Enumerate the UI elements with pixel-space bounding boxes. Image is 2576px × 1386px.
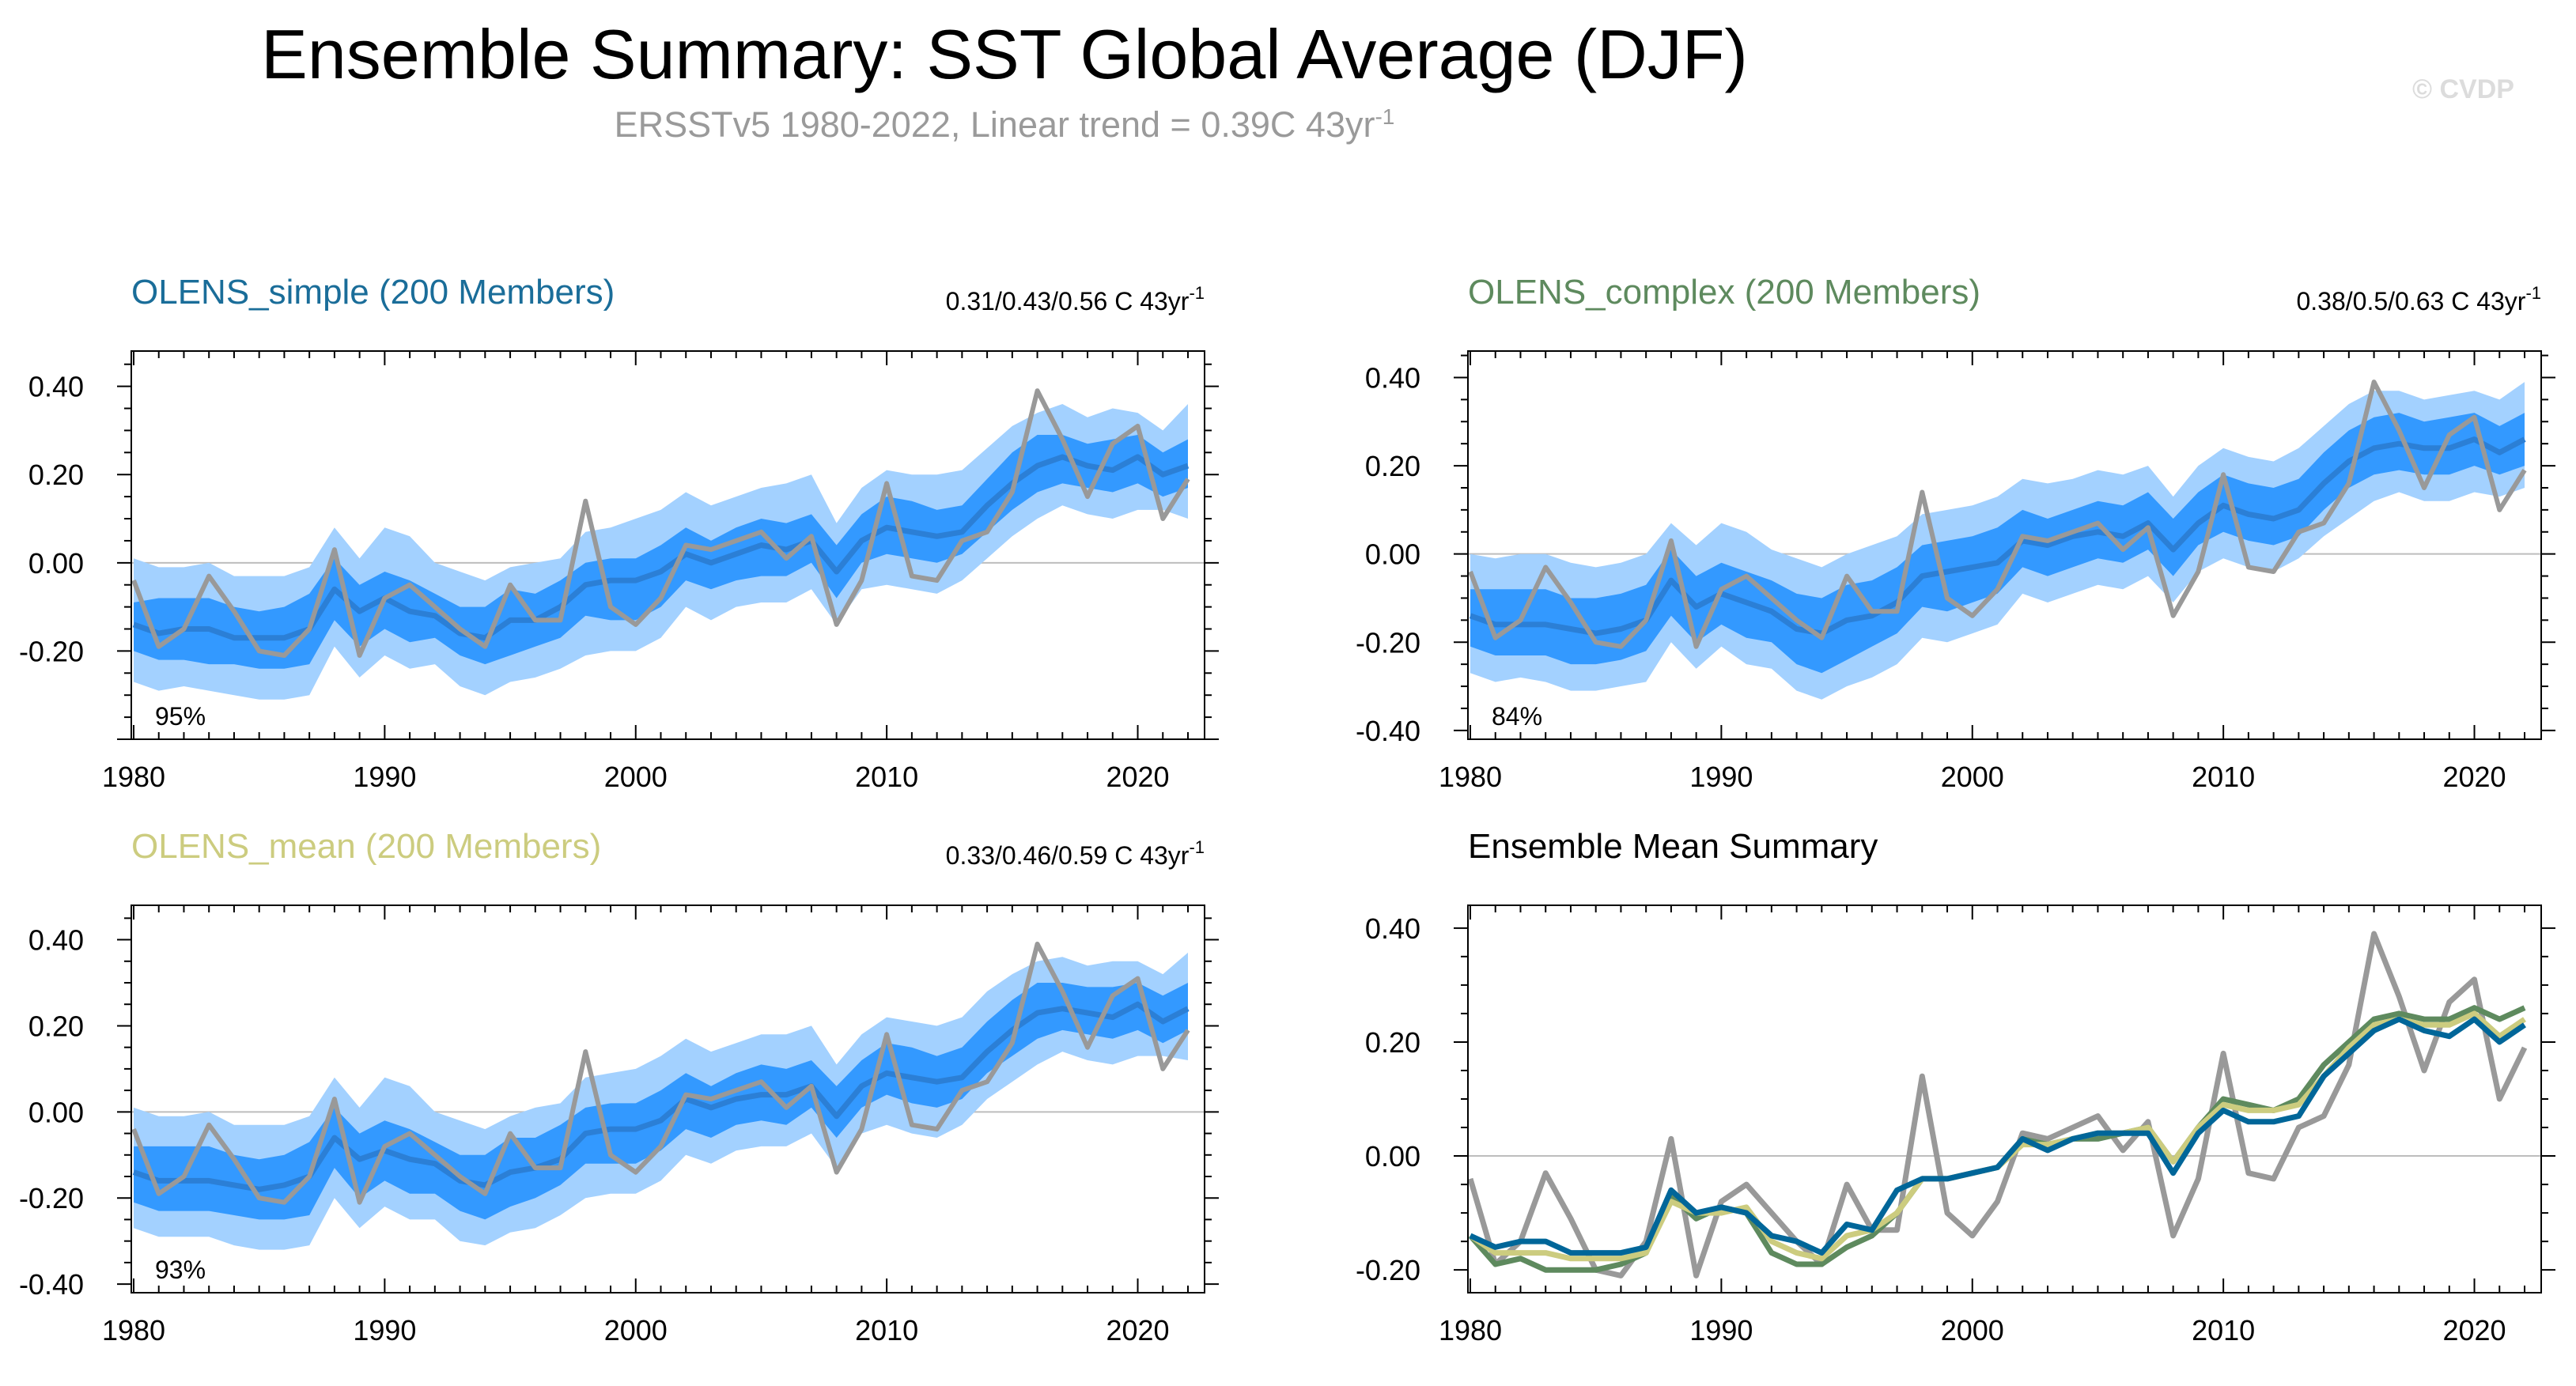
x-tick-label: 1980 <box>102 1314 165 1346</box>
trend-label: 0.38/0.5/0.63 C 43yr-1 <box>2296 283 2541 315</box>
x-tick-label: 2010 <box>2192 1314 2255 1346</box>
y-tick-label: 0.20 <box>28 1010 84 1042</box>
y-tick-label: -0.40 <box>1356 715 1420 747</box>
plot-frame <box>1467 350 2542 740</box>
trend-exponent: -1 <box>1189 283 1205 303</box>
x-tick-label: 1980 <box>1439 1314 1502 1346</box>
y-tick-label: -0.40 <box>19 1268 84 1301</box>
x-tick-label: 1990 <box>353 761 416 793</box>
olens-mean-line <box>1469 1010 2526 1262</box>
x-tick-label: 1990 <box>353 1314 416 1346</box>
y-tick-label: 0.20 <box>1365 450 1420 482</box>
y-tick-label: 0.00 <box>1365 1140 1420 1173</box>
x-tick-label: 2000 <box>1941 761 2004 793</box>
trend-label: 0.33/0.46/0.59 C 43yr-1 <box>946 837 1205 870</box>
y-tick-label: 0.40 <box>1365 912 1420 945</box>
olens-complex-line <box>1468 1005 2526 1273</box>
x-tick-label: 2020 <box>1106 761 1169 793</box>
spread-band-68 <box>134 435 1188 669</box>
spread-band-68 <box>1470 413 2525 674</box>
x-tick-label: 1980 <box>102 761 165 793</box>
panel-title: Ensemble Mean Summary <box>1468 827 1878 866</box>
y-tick-label: -0.20 <box>19 635 84 667</box>
trend-value: 0.31/0.43/0.56 C 43yr <box>946 287 1190 315</box>
figure-title: Ensemble Summary: SST Global Average (DJ… <box>261 15 1748 93</box>
x-tick-label: 2010 <box>2192 761 2255 793</box>
panel-olens-complex: OLENS_complex (200 Members) 0.38/0.5/0.63… <box>1356 273 2555 793</box>
observations-line <box>131 388 1190 658</box>
trend-exponent: -1 <box>2525 283 2541 303</box>
trend-value: 0.38/0.5/0.63 C 43yr <box>2296 287 2525 315</box>
x-tick-label: 2000 <box>604 1314 668 1346</box>
y-tick-label: 0.40 <box>1365 361 1420 394</box>
subtitle-text: ERSSTv5 1980-2022, Linear trend = 0.39C … <box>614 104 1375 145</box>
panel-title: OLENS_simple (200 Members) <box>131 273 615 312</box>
plot-frame <box>131 904 1205 1293</box>
plot-area <box>1468 380 2541 700</box>
x-tick-label: 1990 <box>1689 761 1753 793</box>
subtitle-exponent: -1 <box>1375 104 1395 129</box>
x-tick-label: 1990 <box>1689 1314 1753 1346</box>
observations-line <box>1468 931 2528 1278</box>
panel-title: OLENS_mean (200 Members) <box>131 827 601 866</box>
y-tick-label: 0.00 <box>28 1096 84 1128</box>
observations-line <box>131 942 1190 1205</box>
y-tick-label: 0.00 <box>1365 538 1420 571</box>
panel-olens-simple: OLENS_simple (200 Members) 0.31/0.43/0.56… <box>19 273 1219 793</box>
x-tick-label: 2020 <box>2442 1314 2506 1346</box>
plot-frame <box>1467 904 2542 1293</box>
plot-area <box>131 942 1205 1250</box>
plot-frame <box>131 350 1205 740</box>
panel-ensemble-mean-summary: Ensemble Mean Summary 1980 1990 2000 2010 202… <box>1356 827 2555 1346</box>
panel-title: OLENS_complex (200 Members) <box>1468 273 1980 312</box>
percent-within-label: 84% <box>1492 702 1542 731</box>
plot-area <box>131 388 1205 700</box>
x-tick-label: 2000 <box>1941 1314 2004 1346</box>
trend-exponent: -1 <box>1189 837 1205 857</box>
cvdp-watermark: © CVDP <box>2412 74 2514 104</box>
panel-olens-mean: OLENS_mean (200 Members) 0.33/0.46/0.59 C… <box>19 827 1219 1346</box>
percent-within-label: 93% <box>155 1256 206 1284</box>
trend-label: 0.31/0.43/0.56 C 43yr-1 <box>946 283 1205 315</box>
y-tick-label: -0.20 <box>1356 1254 1420 1286</box>
y-tick-label: 0.40 <box>28 924 84 957</box>
olens-simple-line <box>1469 1016 2526 1256</box>
x-tick-label: 2010 <box>855 1314 918 1346</box>
spread-band-68 <box>134 983 1188 1220</box>
y-tick-label: 0.20 <box>1365 1026 1420 1059</box>
y-tick-label: 0.40 <box>28 371 84 403</box>
percent-within-label: 95% <box>155 702 206 731</box>
figure-subtitle: ERSSTv5 1980-2022, Linear trend = 0.39C … <box>0 104 2009 145</box>
x-tick-label: 1980 <box>1439 761 1502 793</box>
observations-line <box>1468 380 2527 649</box>
x-tick-label: 2020 <box>1106 1314 1169 1346</box>
y-tick-label: 0.00 <box>28 547 84 580</box>
y-tick-label: 0.20 <box>28 459 84 491</box>
x-tick-label: 2000 <box>604 761 668 793</box>
trend-value: 0.33/0.46/0.59 C 43yr <box>946 841 1190 870</box>
plot-area <box>1468 931 2541 1278</box>
y-tick-label: -0.20 <box>1356 626 1420 659</box>
x-tick-label: 2010 <box>855 761 918 793</box>
x-tick-label: 2020 <box>2442 761 2506 793</box>
y-tick-label: -0.20 <box>19 1182 84 1214</box>
